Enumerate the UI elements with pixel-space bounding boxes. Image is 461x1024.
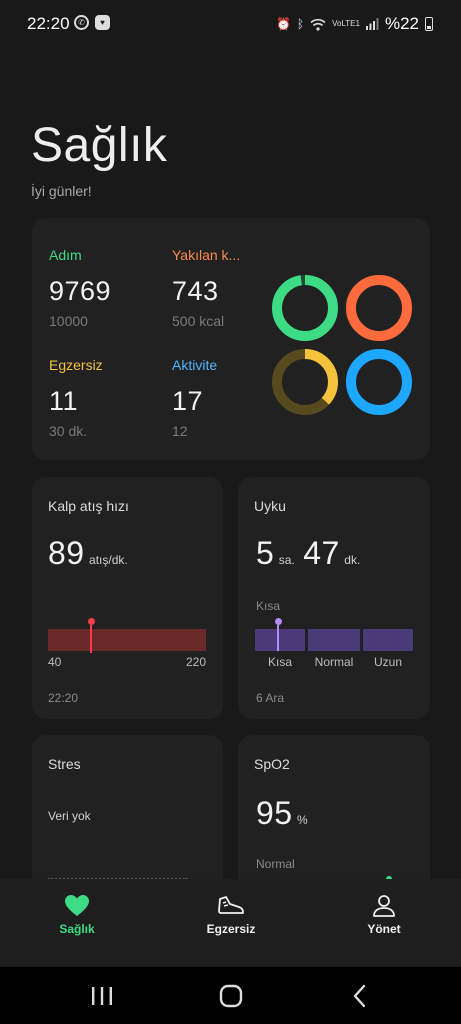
- status-time: 22:20: [27, 14, 70, 33]
- stress-status: Veri yok: [48, 809, 91, 823]
- activity-summary-card[interactable]: Adım 9769 10000 Yakılan k... 743 500 kca…: [32, 218, 430, 460]
- sleep-title: Uyku: [254, 498, 286, 514]
- heart-rate-unit: atış/dk.: [89, 553, 128, 567]
- greeting: İyi günler!: [31, 183, 92, 199]
- battery-percent: %22: [384, 14, 419, 33]
- heart-icon: [65, 895, 89, 916]
- spo2-reading: 95 %: [256, 795, 308, 832]
- nav-item-health[interactable]: Sağlık: [22, 894, 132, 936]
- heart-rate-marker: [87, 618, 95, 653]
- spo2-unit: %: [297, 813, 308, 827]
- sleep-hours: 5: [256, 535, 275, 571]
- whatsapp-icon: ✆: [74, 15, 89, 30]
- activity-value: 17: [172, 386, 204, 416]
- sleep-segment-short: [255, 629, 305, 651]
- signal-icon: [365, 18, 379, 30]
- spo2-value: 95: [256, 795, 293, 831]
- sleep-segment-label-short: Kısa: [267, 655, 292, 669]
- calories-label: Yakılan k...: [172, 247, 241, 263]
- steps-ring: [272, 275, 338, 341]
- system-navigation-bar: [0, 967, 461, 1024]
- exercise-metric: Egzersiz 11 30 dk.: [49, 357, 103, 439]
- stress-card[interactable]: Stres Veri yok: [32, 735, 223, 895]
- sleep-minutes: 47: [303, 535, 340, 571]
- nav-item-exercise[interactable]: Egzersiz: [176, 894, 286, 936]
- sleep-date: 6 Ara: [256, 691, 285, 705]
- exercise-label: Egzersiz: [49, 357, 103, 373]
- recent-apps-icon[interactable]: [91, 986, 113, 1006]
- sleep-marker: [274, 618, 282, 651]
- spo2-title: SpO2: [254, 756, 290, 772]
- sleep-current-label: Kısa: [256, 599, 281, 613]
- stress-title: Stres: [48, 756, 81, 772]
- sleep-hours-unit: sa.: [278, 553, 295, 567]
- page-title: Sağlık: [31, 119, 168, 172]
- activity-label: Aktivite: [172, 357, 218, 373]
- exercise-value: 11: [49, 386, 79, 416]
- sleep-segment-long: [363, 629, 413, 651]
- nav-label-manage: Yönet: [367, 922, 401, 936]
- heart-rate-range-min: 40: [48, 655, 62, 669]
- status-bar: 22:20 ✆ ♥ ⏰ ᛒ VoLTE1 %22: [0, 0, 461, 50]
- sleep-segment-label-long: Uzun: [373, 655, 402, 669]
- person-icon: [373, 895, 395, 917]
- heart-rate-reading: 89 atış/dk.: [48, 535, 128, 572]
- heart-rate-range-bar: [48, 629, 206, 651]
- activity-rings: [272, 275, 412, 415]
- notification-icons: ✆ ♥: [74, 15, 110, 30]
- activity-goal: 12: [172, 423, 188, 439]
- steps-metric: Adım 9769 10000: [49, 247, 111, 329]
- calories-goal: 500 kcal: [172, 313, 225, 329]
- back-icon[interactable]: [352, 984, 368, 1008]
- heart-rate-value: 89: [48, 535, 85, 571]
- sleep-minutes-unit: dk.: [344, 553, 361, 567]
- heart-rate-title: Kalp atış hızı: [48, 498, 129, 514]
- calories-ring: [346, 275, 412, 341]
- home-icon[interactable]: [219, 984, 243, 1008]
- bottom-navigation: Sağlık Egzersiz Yönet: [0, 879, 461, 967]
- activity-ring: [346, 349, 412, 415]
- exercise-goal: 30 dk.: [49, 423, 88, 439]
- heart-rate-time: 22:20: [48, 691, 79, 705]
- nav-item-manage[interactable]: Yönet: [329, 894, 439, 936]
- steps-label: Adım: [49, 247, 82, 263]
- activity-metric: Aktivite 17 12: [172, 357, 217, 439]
- nav-label-health: Sağlık: [59, 922, 95, 936]
- bluetooth-icon: ᛒ: [296, 17, 305, 31]
- spo2-status: Normal: [256, 857, 295, 871]
- alarm-icon: ⏰: [275, 17, 291, 31]
- status-right: ⏰ ᛒ VoLTE1 %22: [276, 14, 433, 34]
- heart-rate-card[interactable]: Kalp atış hızı 89 atış/dk. 40 220 22:20: [32, 477, 223, 719]
- shoe-icon: [218, 896, 244, 914]
- battery-icon: [425, 17, 433, 31]
- heart-rate-range-max: 220: [185, 655, 206, 669]
- spo2-card[interactable]: SpO2 95 % Normal: [238, 735, 430, 895]
- sleep-segment-normal: [308, 629, 360, 651]
- health-notification-icon: ♥: [95, 15, 110, 30]
- steps-value: 9769: [49, 276, 112, 306]
- nav-label-exercise: Egzersiz: [206, 922, 256, 936]
- sleep-segment-label-normal: Normal: [314, 655, 354, 669]
- volte-icon: VoLTE1: [332, 19, 360, 28]
- steps-goal: 10000: [49, 313, 88, 329]
- calories-metric: Yakılan k... 743 500 kcal: [172, 247, 240, 329]
- calories-value: 743: [172, 276, 219, 306]
- sleep-card[interactable]: Uyku 5 sa. 47 dk. Kısa Kısa Normal Uzun …: [238, 477, 430, 719]
- wifi-icon: [310, 18, 326, 31]
- exercise-ring: [272, 349, 338, 415]
- sleep-duration: 5 sa. 47 dk.: [256, 535, 360, 572]
